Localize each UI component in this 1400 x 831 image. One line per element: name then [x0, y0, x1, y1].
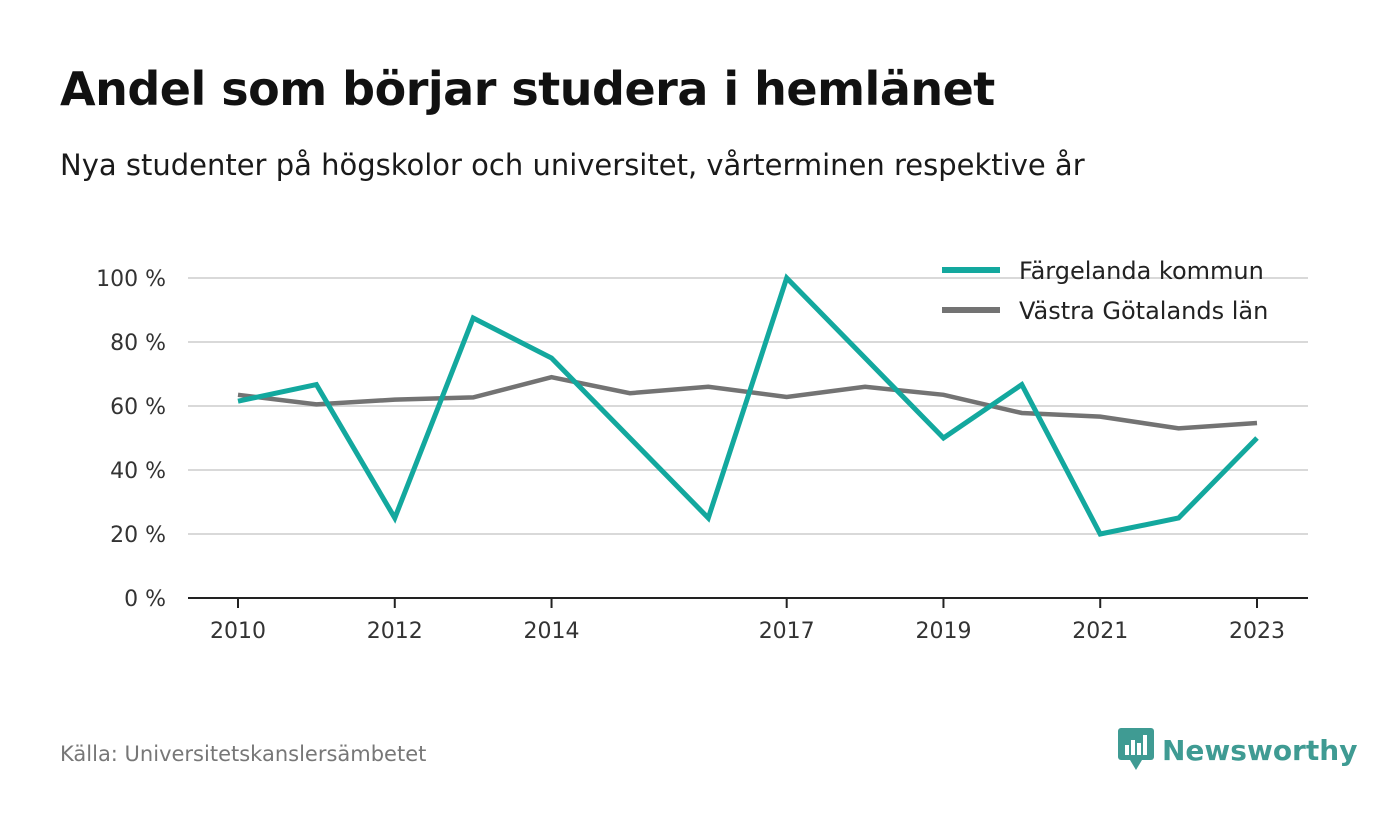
legend-item-1: Färgelanda kommun	[942, 257, 1264, 285]
y-tick-label: 40 %	[110, 459, 166, 484]
x-tick-label: 2023	[1229, 619, 1285, 644]
x-tick-label: 2012	[367, 619, 423, 644]
series-line-1	[237, 273, 1259, 537]
x-tick-label: 2017	[759, 619, 815, 644]
brand-logo[interactable]: Newsworthy	[1118, 728, 1357, 772]
y-tick-label: 20 %	[110, 523, 166, 548]
legend-label: Färgelanda kommun	[1019, 257, 1264, 285]
legend-label: Västra Götalands län	[1019, 297, 1268, 325]
legend: Färgelanda kommun Västra Götalands län	[942, 257, 1268, 325]
gridlines	[188, 277, 1308, 535]
x-tick-label: 2014	[524, 619, 580, 644]
y-tick-label: 100 %	[96, 267, 166, 292]
line-chart: 0 % 20 % 40 % 60 % 80 % 100 % 2010 2012 2014 2017…	[96, 257, 1308, 644]
axes: 0 % 20 % 40 % 60 % 80 % 100 % 2010 2012 2014 2017…	[96, 267, 1308, 644]
x-tick-label: 2019	[915, 619, 971, 644]
x-tick-label: 2021	[1072, 619, 1128, 644]
legend-item-2: Västra Götalands län	[942, 297, 1268, 325]
chart-title: Andel som börjar studera i hemlänet	[60, 62, 995, 116]
series-lines	[237, 273, 1259, 537]
brand-name: Newsworthy	[1162, 733, 1358, 767]
y-tick-label: 80 %	[110, 331, 166, 356]
y-tick-label: 0 %	[124, 587, 166, 612]
y-tick-label: 60 %	[110, 395, 166, 420]
x-tick-label: 2010	[210, 619, 266, 644]
source-note: Källa: Universitetskanslersämbetet	[60, 742, 427, 766]
newsworthy-logo-icon	[1118, 728, 1154, 770]
chart-subtitle: Nya studenter på högskolor och universit…	[60, 148, 1085, 182]
